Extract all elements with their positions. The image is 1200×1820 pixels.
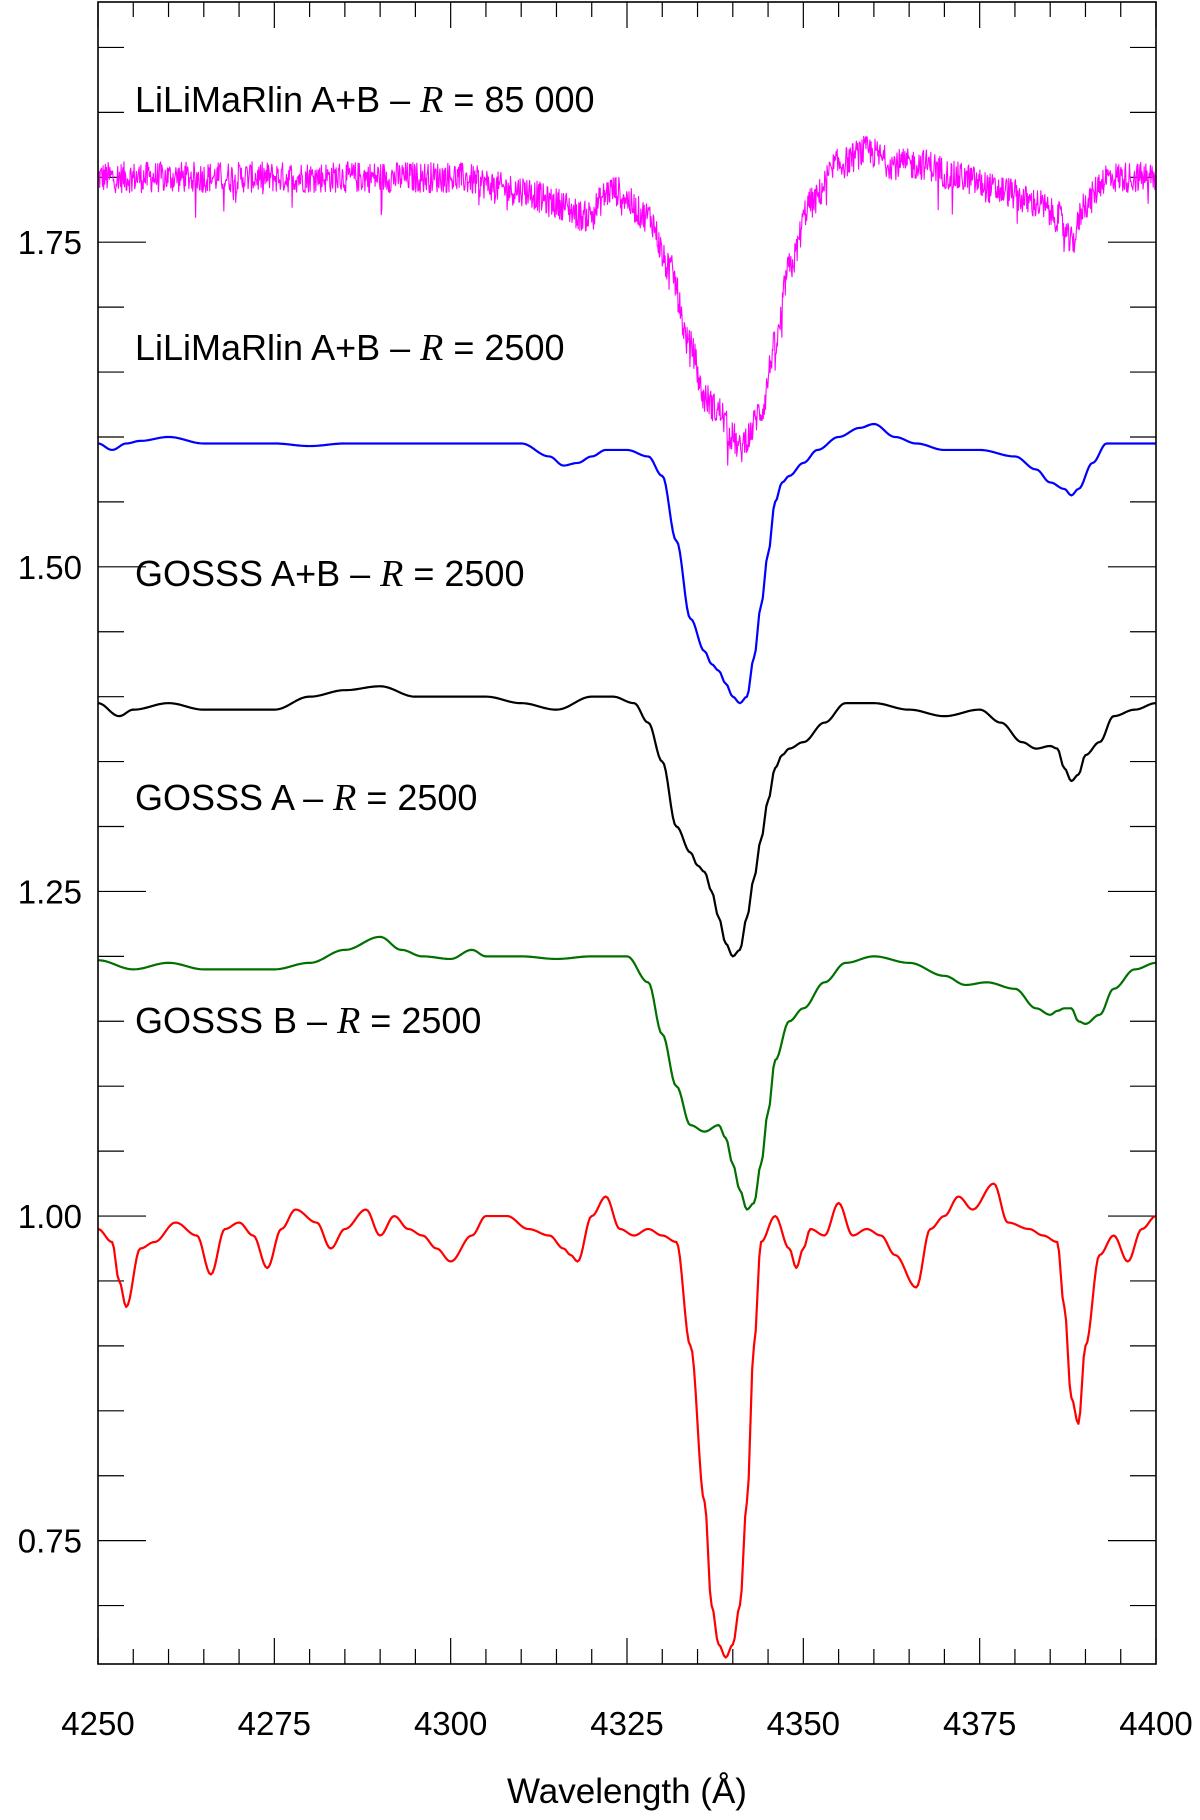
series-label-var: R bbox=[336, 1000, 360, 1042]
series-label-prefix: LiLiMaRlin A+B – bbox=[135, 327, 420, 368]
tick-labels: 4250 4275 4300 4325 4350 4375 4400 0.75 1.00 1.25… bbox=[18, 224, 1193, 1742]
series-label-suffix: = 85 000 bbox=[443, 79, 594, 120]
series-label-var: R bbox=[379, 553, 403, 595]
series-label-var: R bbox=[332, 777, 356, 819]
x-tick-label: 4325 bbox=[590, 1705, 663, 1742]
x-axis-title: Wavelength (Å) bbox=[507, 1772, 747, 1811]
y-tick-label: 0.75 bbox=[18, 1523, 82, 1560]
series-line-3 bbox=[97, 935, 1157, 1211]
series-label-suffix: = 2500 bbox=[443, 327, 564, 368]
series-label-4: GOSSS B – R = 2500 bbox=[135, 1000, 481, 1042]
axis-ticks bbox=[97, 2, 1157, 1664]
x-tick-label: 4375 bbox=[943, 1705, 1016, 1742]
series-line-1 bbox=[97, 422, 1156, 705]
x-tick-label: 4350 bbox=[767, 1705, 840, 1742]
x-tick-label: 4275 bbox=[238, 1705, 311, 1742]
series-label-prefix: GOSSS A+B – bbox=[135, 553, 380, 594]
series-label-2: GOSSS A+B – R = 2500 bbox=[135, 553, 524, 595]
series-line-2 bbox=[97, 685, 1157, 958]
x-tick-label: 4250 bbox=[61, 1705, 134, 1742]
series-label-var: R bbox=[419, 327, 443, 369]
series-label-0: LiLiMaRlin A+B – R = 85 000 bbox=[135, 79, 595, 121]
series-label-suffix: = 2500 bbox=[403, 553, 524, 594]
series-label-var: R bbox=[419, 79, 443, 121]
y-tick-label: 1.00 bbox=[18, 1198, 82, 1235]
spectra-lines bbox=[97, 135, 1157, 1659]
series-label-1: LiLiMaRlin A+B – R = 2500 bbox=[135, 327, 565, 369]
series-line-0 bbox=[97, 135, 1157, 466]
series-line-4 bbox=[97, 1182, 1157, 1659]
x-tick-label: 4400 bbox=[1119, 1705, 1192, 1742]
y-tick-label: 1.75 bbox=[18, 224, 82, 261]
x-tick-label: 4300 bbox=[414, 1705, 487, 1742]
y-tick-label: 1.25 bbox=[18, 873, 82, 910]
series-label-prefix: LiLiMaRlin A+B – bbox=[135, 79, 420, 120]
series-label-3: GOSSS A – R = 2500 bbox=[135, 777, 477, 819]
series-label-suffix: = 2500 bbox=[356, 777, 477, 818]
series-label-suffix: = 2500 bbox=[360, 1000, 481, 1041]
series-label-prefix: GOSSS B – bbox=[135, 1000, 337, 1041]
plot-frame bbox=[97, 1, 1157, 1665]
y-tick-label: 1.50 bbox=[18, 549, 82, 586]
series-label-prefix: GOSSS A – bbox=[135, 777, 333, 818]
